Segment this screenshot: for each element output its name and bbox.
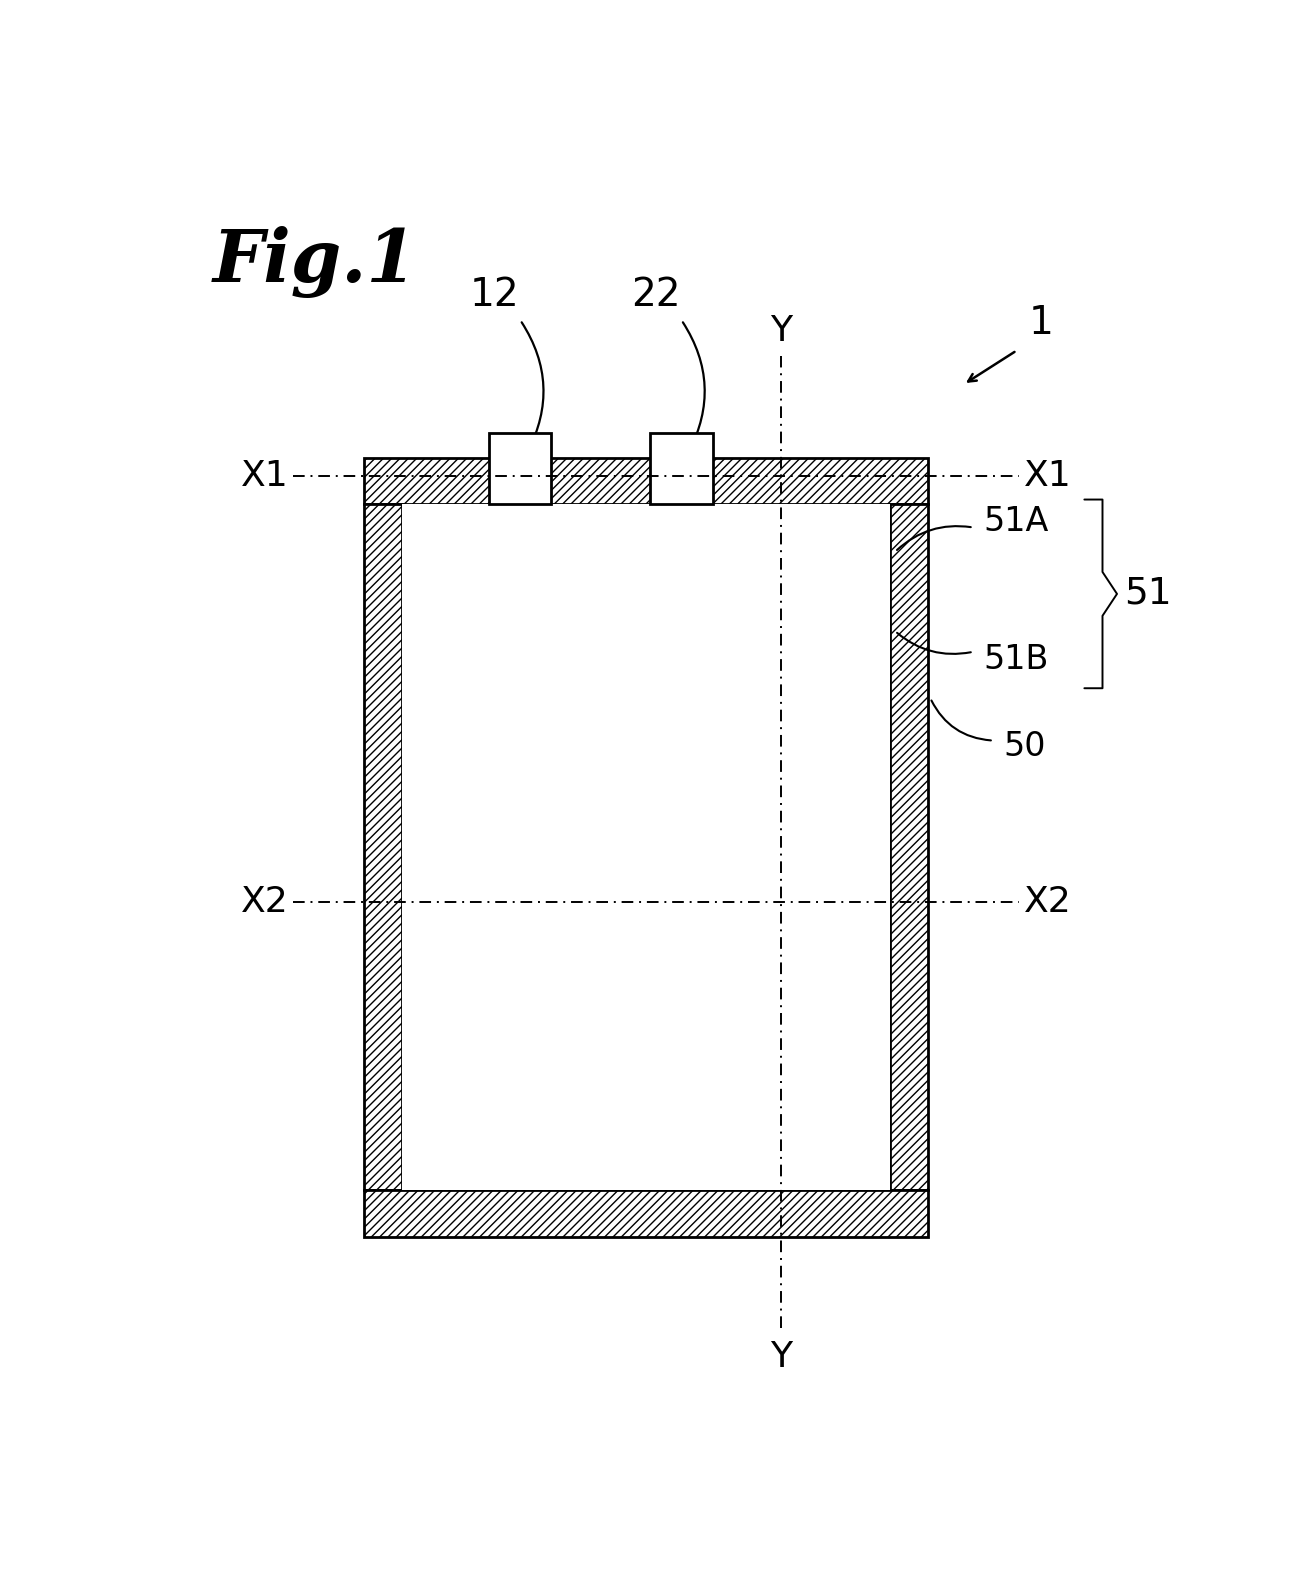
Text: Y: Y — [770, 315, 792, 348]
Text: 51A: 51A — [984, 504, 1049, 538]
Text: X1: X1 — [240, 458, 289, 493]
Bar — [650, 433, 712, 504]
Text: X1: X1 — [1024, 458, 1071, 493]
Bar — [402, 504, 890, 1190]
Bar — [364, 504, 402, 1190]
Bar — [364, 1190, 928, 1236]
Bar — [891, 504, 928, 1190]
Text: 12: 12 — [471, 277, 520, 315]
Bar — [489, 433, 551, 504]
Text: X2: X2 — [1024, 885, 1071, 919]
Text: 50: 50 — [1004, 730, 1046, 764]
Text: Fig.1: Fig.1 — [213, 226, 417, 299]
Text: 22: 22 — [632, 277, 681, 315]
Text: 1: 1 — [1028, 304, 1054, 341]
Bar — [364, 457, 928, 504]
Text: X2: X2 — [240, 885, 289, 919]
Text: 51B: 51B — [984, 642, 1049, 675]
Text: 51: 51 — [1124, 575, 1171, 612]
Text: Y: Y — [770, 1341, 792, 1374]
